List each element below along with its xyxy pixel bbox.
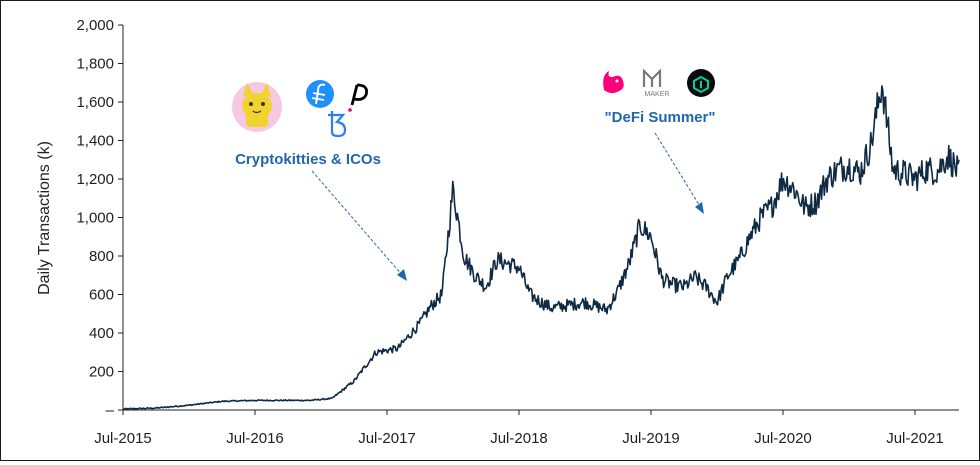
y-tick-label: 1,800 (76, 56, 114, 73)
x-tick-label: Jul-2019 (622, 430, 680, 447)
x-tick-label: Jul-2021 (886, 430, 944, 447)
cryptokitties-logo-icon (232, 82, 282, 132)
series-line (122, 85, 960, 411)
x-tick-label: Jul-2018 (490, 430, 548, 447)
annotation-cryptokitties-icos: Cryptokitties & ICOs (235, 151, 381, 168)
compound-logo-icon (687, 69, 715, 97)
maker-logo-text: MAKER (645, 91, 670, 98)
y-tick-label: 200 (89, 364, 114, 381)
tezos-logo-icon (328, 111, 347, 138)
annotation-arrow-cryptokitties (311, 170, 404, 277)
x-tick-label: Jul-2020 (754, 430, 812, 447)
y-ticks: – 200 400 600 800 1,000 1,200 1,400 1,600 1,800 2,… (76, 17, 123, 419)
y-tick-label: – (106, 402, 115, 419)
y-tick-label: 600 (89, 287, 114, 304)
y-tick-label: 1,600 (76, 94, 114, 111)
y-tick-label: 400 (89, 325, 114, 342)
y-tick-label: 1,000 (76, 210, 114, 227)
x-tick-label: Jul-2017 (358, 430, 416, 447)
filecoin-logo-icon (306, 80, 334, 108)
annotation-arrowhead-defi (695, 202, 704, 214)
annotation-arrowhead-cryptokitties (397, 269, 407, 281)
y-tick-label: 2,000 (76, 17, 114, 34)
x-tick-label: Jul-2015 (94, 430, 152, 447)
maker-logo-icon: MAKER (642, 68, 670, 98)
annotation-defi-summer: "DeFi Summer" (605, 109, 716, 126)
x-tick-label: Jul-2016 (226, 430, 284, 447)
y-tick-label: 800 (89, 248, 114, 265)
annotation-arrow-defi (654, 132, 702, 209)
y-tick-label: 1,200 (76, 171, 114, 188)
y-axis-label: Daily Transactions (k) (36, 141, 53, 295)
polkadot-logo-icon (348, 83, 368, 112)
x-ticks: Jul-2015 Jul-2016 Jul-2017 Jul-2018 Jul-2019… (94, 410, 944, 447)
uniswap-logo-icon (603, 71, 624, 94)
y-tick-label: 1,400 (76, 133, 114, 150)
